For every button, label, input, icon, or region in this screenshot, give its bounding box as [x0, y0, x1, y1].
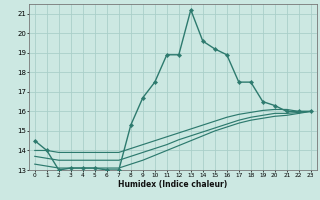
X-axis label: Humidex (Indice chaleur): Humidex (Indice chaleur)	[118, 180, 228, 189]
